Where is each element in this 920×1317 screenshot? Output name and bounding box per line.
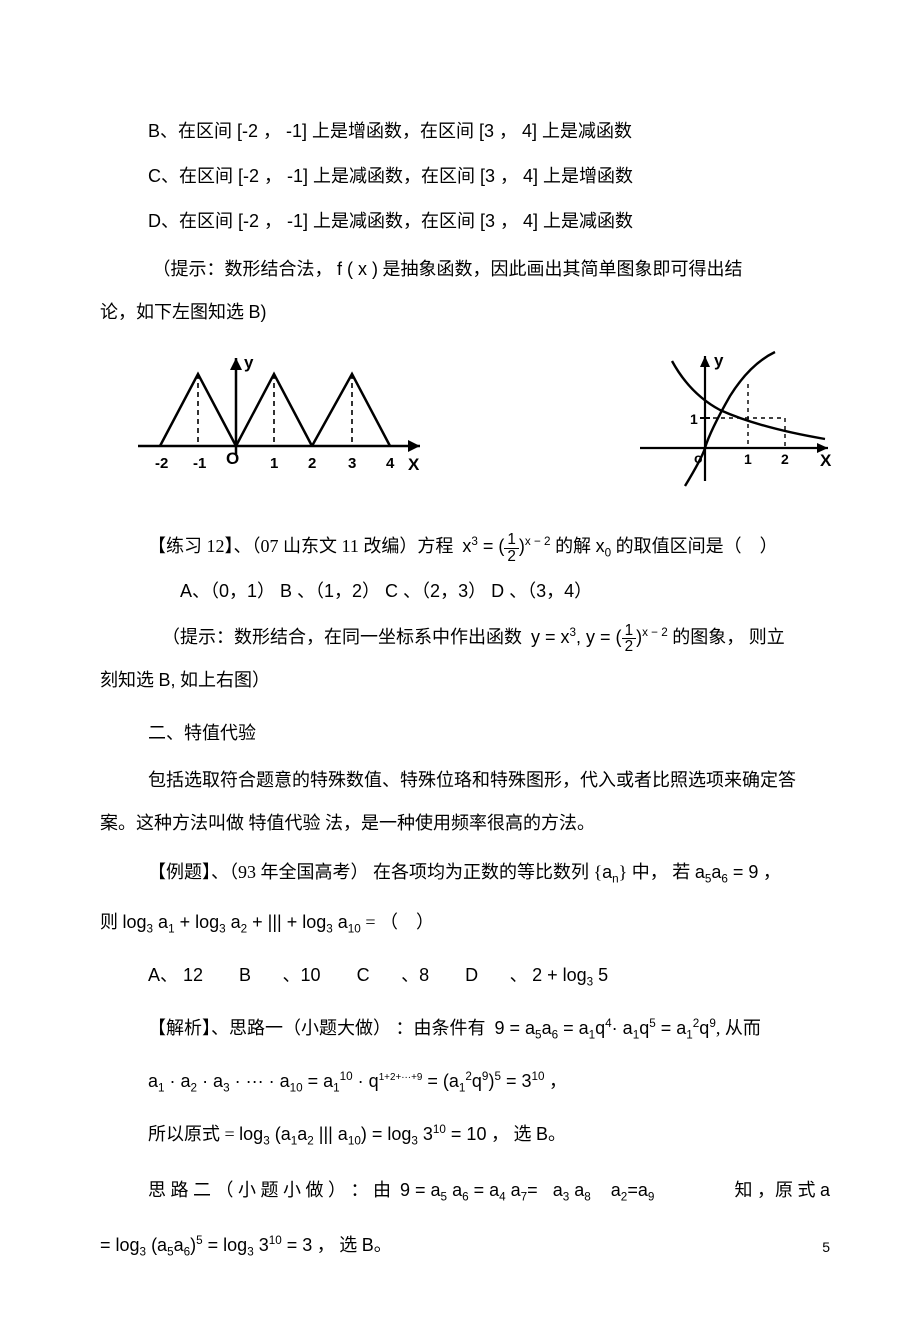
analysis-1: 【解析】、思路一（小题大做） ：由条件有 9 = a5a6 = a1q4· a1… (100, 1007, 830, 1050)
example-expr: 则 log3 a1 + log3 a2 + ||| + log3 a10 = （… (100, 901, 830, 944)
svg-text:2: 2 (781, 451, 789, 467)
page-number: 5 (822, 1239, 830, 1255)
hint-1: （提示：数形结合法， f ( x ) 是抽象函数，因此画出其简单图象即可得出结 … (100, 248, 830, 334)
svg-text:1: 1 (270, 455, 278, 472)
example-choices: A、 12 B 、10 C 、8 D 、 2 + log3 5 (100, 954, 830, 997)
svg-text:2: 2 (308, 455, 316, 472)
svg-text:-2: -2 (155, 455, 168, 472)
example-problem: 【例题】、（93 年全国高考） 在各项均为正数的等比数列 {an} 中， 若 a… (100, 851, 830, 894)
svg-text:X: X (820, 451, 832, 470)
exercise-12-choices: A、（0，1） B 、（1，2） C 、（2，3） D 、（3，4） (100, 570, 830, 613)
svg-text:4: 4 (386, 455, 395, 472)
path-2: 思 路 二 （ 小 题 小 做 ） ： 由 9 = a5 a6 = a4 a7=… (100, 1169, 830, 1212)
option-d: D、在区间 [-2 ， -1] 上是减函数，在区间 [3 ， 4] 上是减函数 (100, 200, 830, 243)
analysis-line2: a1 · a2 · a3 · ··· · a10 = a110 · q1+2+·… (100, 1060, 830, 1103)
svg-text:-1: -1 (193, 455, 206, 472)
exercise-12: 【练习 12】、（07 山东文 11 改编）方程 x3 = (12)x − 2 … (100, 525, 830, 568)
svg-text:y: y (714, 351, 724, 370)
svg-text:X: X (408, 455, 420, 474)
left-graph: -2 -1 1 2 3 4 O X y (130, 346, 430, 507)
section-2-title: 二、特值代验 (100, 712, 830, 755)
svg-text:1: 1 (744, 451, 752, 467)
right-graph: 1 1 2 o X y (630, 346, 840, 507)
page-content: B、在区间 [-2 ， -1] 上是增函数，在区间 [3 ， 4] 上是减函数 … (0, 0, 920, 1317)
svg-text:O: O (226, 449, 239, 468)
svg-text:3: 3 (348, 455, 356, 472)
svg-text:o: o (694, 450, 703, 466)
option-c: C、在区间 [-2 ， -1] 上是减函数，在区间 [3 ， 4] 上是增函数 (100, 155, 830, 198)
svg-text:1: 1 (690, 411, 698, 427)
option-b: B、在区间 [-2 ， -1] 上是增函数，在区间 [3 ， 4] 上是减函数 (100, 110, 830, 153)
hint-2b: 刻知选 B, 如上右图） (100, 659, 830, 702)
hint-2: （提示：数形结合，在同一坐标系中作出函数 y = x3, y = (12)x −… (100, 616, 830, 659)
section-2-body: 包括选取符合题意的特殊数值、特殊位珞和特殊图形，代入或者比照选项来确定答案。这种… (100, 759, 830, 845)
graphs-row: -2 -1 1 2 3 4 O X y (130, 346, 830, 507)
svg-text:y: y (244, 353, 254, 372)
so-line: 所以原式 = log3 (a1a2 ||| a10) = log3 310 = … (100, 1113, 830, 1156)
final-line: = log3 (a5a6)5 = log3 310 = 3 ， 选 B。 (100, 1224, 830, 1267)
